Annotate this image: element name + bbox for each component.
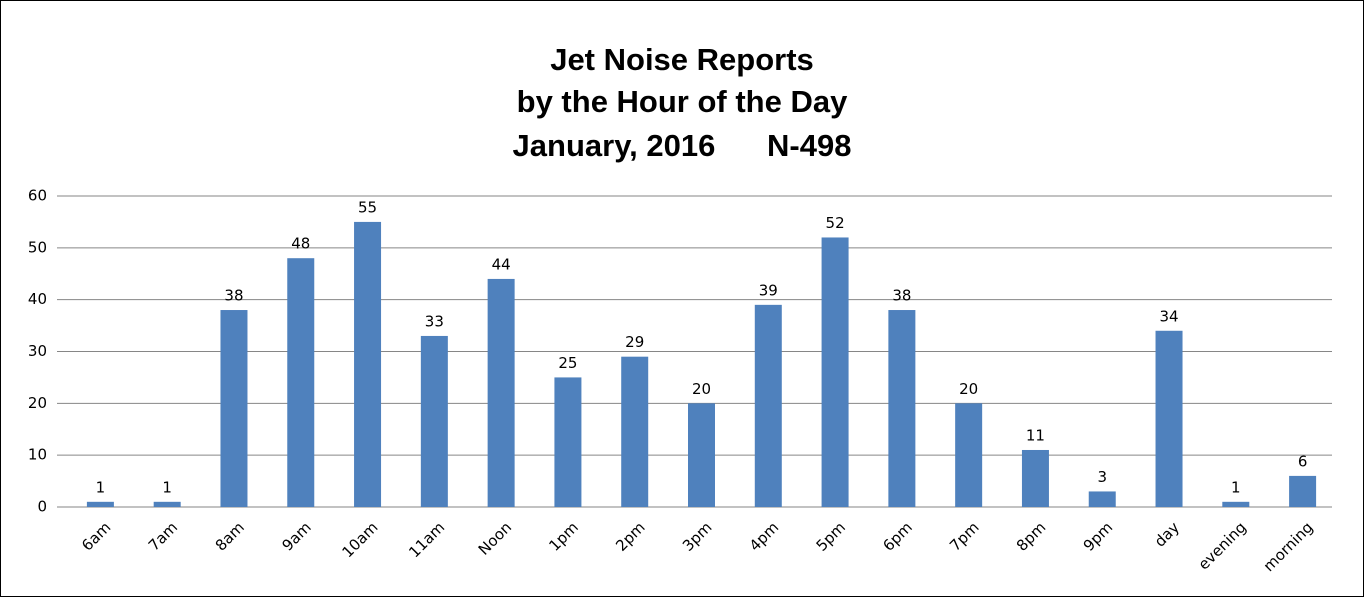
data-label: 20: [692, 380, 711, 398]
bar: [1021, 449, 1049, 507]
chart-title: Jet Noise Reports: [550, 42, 814, 77]
y-tick-label: 40: [28, 290, 47, 308]
bar: [554, 377, 582, 507]
chart-title: by the Hour of the Day: [517, 84, 848, 119]
data-label: 11: [1026, 426, 1045, 444]
bar: [821, 237, 849, 507]
bar: [888, 310, 916, 507]
bar: [86, 501, 114, 507]
data-label: 6: [1298, 452, 1308, 470]
data-label: 55: [358, 198, 377, 216]
data-label: 34: [1159, 307, 1178, 325]
y-tick-label: 0: [37, 498, 47, 516]
data-label: 1: [96, 478, 106, 496]
y-tick-label: 60: [28, 187, 47, 205]
data-label: 1: [162, 478, 172, 496]
bar: [220, 310, 248, 507]
data-label: 1: [1231, 478, 1241, 496]
bar: [420, 335, 448, 507]
bar: [1088, 491, 1116, 507]
bar: [955, 403, 983, 507]
data-label: 3: [1097, 468, 1107, 486]
bar: [621, 356, 649, 507]
bar: [1155, 330, 1183, 507]
bar: [354, 221, 382, 507]
bar: [754, 304, 782, 507]
chart-title: January, 2016 N-498: [513, 128, 852, 163]
y-tick-label: 20: [28, 394, 47, 412]
bar: [287, 258, 315, 507]
bar: [1222, 501, 1250, 507]
bar: [1289, 475, 1317, 507]
bar: [688, 403, 715, 507]
bar: [487, 278, 515, 507]
y-tick-label: 50: [28, 238, 47, 256]
data-label: 25: [558, 354, 577, 372]
y-tick-label: 30: [28, 342, 47, 360]
data-label: 29: [625, 333, 644, 351]
data-label: 38: [224, 287, 243, 305]
y-tick-label: 10: [28, 446, 47, 464]
data-label: 39: [759, 281, 778, 299]
data-label: 44: [492, 255, 511, 273]
data-label: 33: [425, 312, 444, 330]
bar: [153, 501, 181, 507]
data-label: 48: [291, 235, 310, 253]
data-label: 52: [826, 214, 845, 232]
data-label: 38: [892, 287, 911, 305]
data-label: 20: [959, 380, 978, 398]
